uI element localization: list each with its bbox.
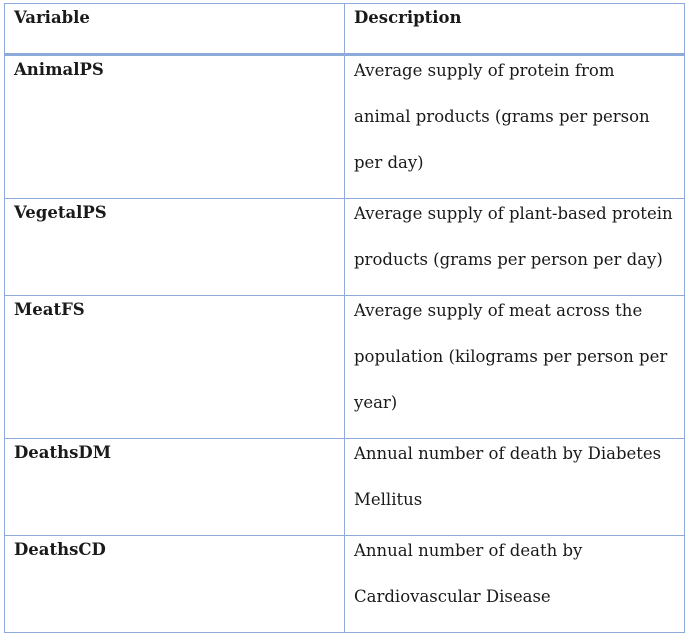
variable-cell: DeathsCD xyxy=(4,535,345,633)
header-variable: Variable xyxy=(4,3,345,56)
description-text: Annual number of death by Diabetes Melli… xyxy=(354,444,662,509)
table-row: AnimalPS Average supply of protein from … xyxy=(4,54,685,199)
description-cell: Average supply of plant-based protein pr… xyxy=(344,198,685,296)
table-row: MeatFS Average supply of meat across the… xyxy=(4,295,685,439)
variable-cell: DeathsDM xyxy=(4,438,345,536)
table-row: DeathsCD Annual number of death by Cardi… xyxy=(4,535,685,633)
header-description: Description xyxy=(344,3,685,56)
table-row: VegetalPS Average supply of plant-based … xyxy=(4,198,685,296)
table-body: AnimalPS Average supply of protein from … xyxy=(4,54,685,633)
description-text: Average supply of meat across the popula… xyxy=(354,301,668,412)
description-text: Average supply of plant-based protein pr… xyxy=(354,204,673,269)
table-row: DeathsDM Annual number of death by Diabe… xyxy=(4,438,685,536)
variable-table: Variable Description AnimalPS Average su… xyxy=(4,3,685,633)
description-text: Average supply of protein from animal pr… xyxy=(354,61,650,172)
variable-table-container: Variable Description AnimalPS Average su… xyxy=(4,3,685,633)
description-cell: Annual number of death by Cardiovascular… xyxy=(344,535,685,633)
description-cell: Average supply of meat across the popula… xyxy=(344,295,685,439)
table-header: Variable Description xyxy=(4,3,685,56)
description-cell: Average supply of protein from animal pr… xyxy=(344,54,685,199)
description-cell: Annual number of death by Diabetes Melli… xyxy=(344,438,685,536)
header-row: Variable Description xyxy=(4,3,685,56)
variable-cell: AnimalPS xyxy=(4,54,345,199)
variable-cell: VegetalPS xyxy=(4,198,345,296)
variable-cell: MeatFS xyxy=(4,295,345,439)
description-text: Annual number of death by Cardiovascular… xyxy=(354,541,583,606)
